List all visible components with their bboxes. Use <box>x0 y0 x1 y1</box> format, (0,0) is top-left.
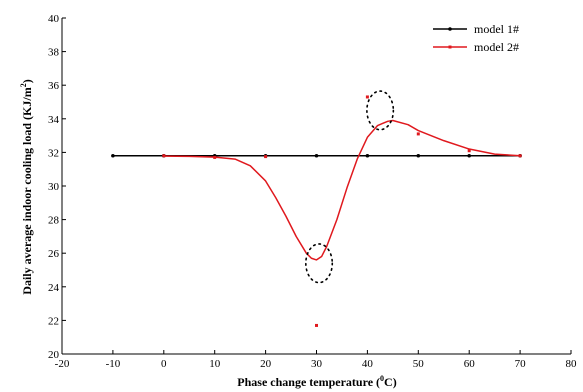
y-tick-label: 20 <box>48 349 60 361</box>
y-tick-label: 22 <box>48 315 59 327</box>
y-tick-label: 34 <box>48 114 60 126</box>
legend-marker-model-2 <box>448 45 452 49</box>
data-point <box>365 95 369 99</box>
data-point <box>264 155 268 159</box>
y-tick-label: 30 <box>48 181 60 193</box>
x-tick-label: 40 <box>362 358 374 370</box>
x-tick-label: 80 <box>566 358 578 370</box>
series-2 <box>162 95 522 327</box>
axes <box>61 18 571 355</box>
data-point <box>315 323 318 327</box>
data-point <box>314 153 319 158</box>
x-tick-label: 50 <box>413 358 425 370</box>
x-tick-label: -20 <box>55 358 70 370</box>
x-tick-label: 30 <box>311 358 323 370</box>
x-tick-label: 60 <box>464 358 476 370</box>
data-point <box>467 153 472 158</box>
data-point <box>213 155 217 159</box>
dotted-circle-annotation-1 <box>305 243 334 284</box>
data-point <box>518 154 522 158</box>
legend-marker-model-1 <box>448 27 452 31</box>
x-tick-label: -10 <box>106 358 121 370</box>
y-tick-label: 32 <box>48 147 59 159</box>
legend-item-model-2: model 2# <box>433 40 519 54</box>
x-tick-label: 0 <box>161 358 167 370</box>
data-point <box>162 154 166 158</box>
y-tick-label: 26 <box>48 248 60 260</box>
data-point <box>111 153 115 158</box>
x-tick-label: 70 <box>515 358 527 370</box>
legend-label-model-2: model 2# <box>474 40 519 54</box>
series-line-2 <box>163 119 521 261</box>
x-tick-label: 20 <box>260 358 272 370</box>
data-point <box>416 153 421 158</box>
dotted-circle-annotation-2 <box>366 90 395 131</box>
x-axis-ticks: -20 -10 0 10 20 30 40 50 60 70 80 <box>55 350 577 370</box>
y-tick-label: 40 <box>48 13 60 25</box>
y-tick-label: 24 <box>48 282 60 294</box>
y-tick-label: 28 <box>48 215 60 227</box>
x-tick-label: 10 <box>209 358 221 370</box>
y-axis-title: Daily average indoor cooling load (KJ/m2… <box>19 79 34 294</box>
annotations <box>305 90 395 284</box>
data-point <box>365 153 370 158</box>
legend: model 1# model 2# <box>433 22 519 54</box>
y-axis-ticks: 20 22 24 26 28 30 32 34 36 38 40 <box>48 13 66 361</box>
series-layer <box>111 95 522 327</box>
data-point <box>416 132 420 136</box>
legend-item-model-1: model 1# <box>433 22 519 36</box>
x-axis-title: Phase change temperature (0C) <box>237 374 396 389</box>
y-tick-label: 36 <box>48 80 60 92</box>
y-tick-label: 38 <box>48 47 60 59</box>
data-point <box>467 149 471 153</box>
legend-label-model-1: model 1# <box>474 22 519 36</box>
